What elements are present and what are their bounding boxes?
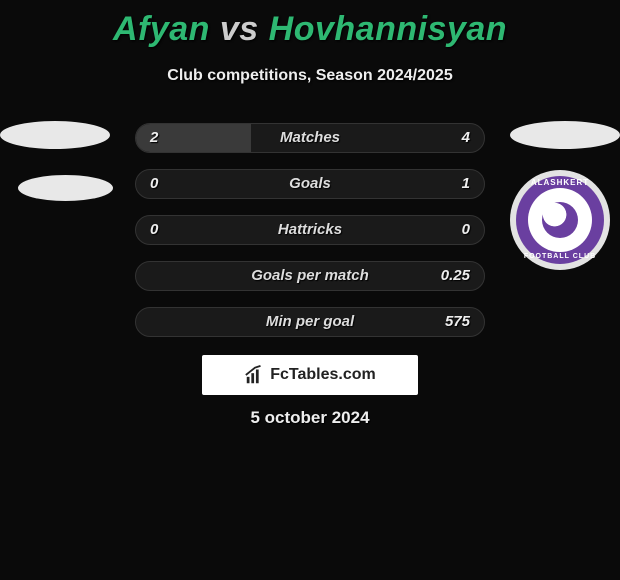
badge-text-top: ALASHKERT: [510, 178, 610, 187]
badge-text-bottom: FOOTBALL CLUB: [510, 253, 610, 260]
badge-inner: [528, 188, 592, 252]
stat-bar-row: 0.25Goals per match: [135, 261, 485, 291]
club-badge: ALASHKERT FOOTBALL CLUB: [510, 170, 610, 270]
title-vs: vs: [220, 10, 259, 48]
brand-box: FcTables.com: [202, 355, 418, 395]
stats-bars: 24Matches 01Goals 00Hattricks 0.25Goals per…: [135, 123, 485, 353]
stat-bar-row: 24Matches: [135, 123, 485, 153]
avatar-ellipse: [0, 121, 110, 149]
page-title: Afyan vs Hovhannisyan: [0, 0, 620, 49]
title-player1: Afyan: [113, 10, 210, 48]
player1-avatar: [0, 105, 110, 215]
stat-bar-row: 01Goals: [135, 169, 485, 199]
stat-bar-row: 00Hattricks: [135, 215, 485, 245]
bar-label: Min per goal: [136, 313, 484, 330]
subtitle: Club competitions, Season 2024/2025: [0, 67, 620, 85]
brand-text: FcTables.com: [270, 366, 376, 384]
bar-label: Hattricks: [136, 221, 484, 238]
avatar-ellipse: [18, 175, 113, 201]
badge-ball-icon: [542, 202, 578, 238]
bar-label: Goals per match: [136, 267, 484, 284]
brand-chart-icon: [244, 364, 266, 386]
stat-bar-row: 575Min per goal: [135, 307, 485, 337]
bar-label: Goals: [136, 175, 484, 192]
title-player2: Hovhannisyan: [269, 10, 507, 48]
bar-label: Matches: [136, 129, 484, 146]
date-line: 5 october 2024: [0, 408, 620, 428]
avatar-ellipse: [510, 121, 620, 149]
